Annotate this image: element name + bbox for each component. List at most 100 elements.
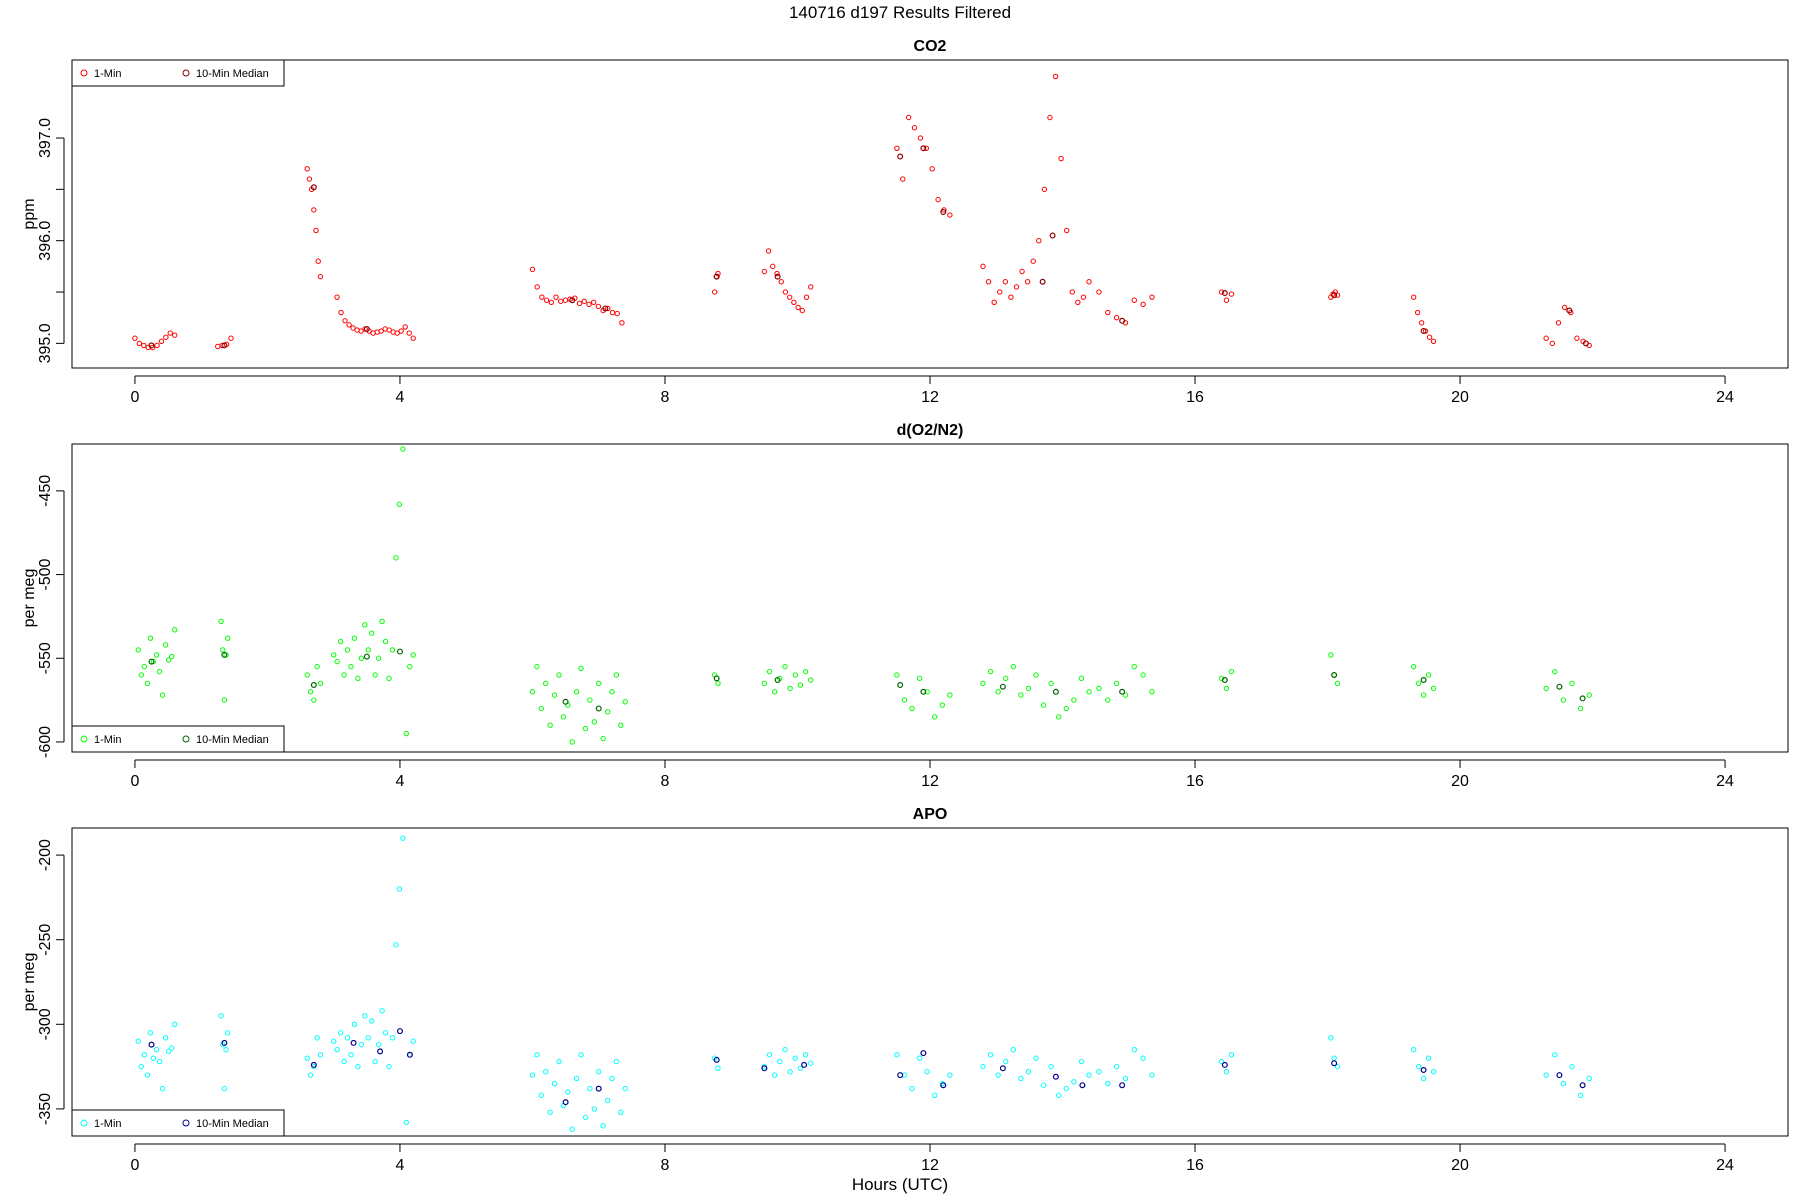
data-point-1min	[407, 663, 413, 670]
legend-swatch-median	[182, 735, 190, 743]
data-point-1min	[369, 630, 375, 636]
data-point-1min	[400, 446, 406, 452]
data-point-1min	[1569, 680, 1575, 687]
x-tick-label: 20	[1451, 773, 1469, 790]
plot-frame	[71, 827, 1789, 1137]
data-point-1min	[618, 1109, 624, 1116]
data-point-median	[1119, 317, 1126, 324]
data-point-1min	[947, 212, 953, 218]
data-point-median	[1579, 695, 1586, 702]
data-point-1min	[141, 663, 148, 670]
data-point-1min	[1425, 672, 1432, 678]
data-point-median	[310, 184, 317, 191]
data-point-1min	[337, 1030, 344, 1036]
data-point-1min	[224, 635, 231, 641]
data-point-median	[221, 342, 228, 349]
data-point-1min	[138, 672, 144, 678]
data-point-median	[897, 153, 904, 160]
data-point-1min	[980, 1063, 986, 1070]
data-point-1min	[939, 702, 946, 708]
legend-label-1min: 1-Min	[94, 1118, 122, 1130]
data-point-1min	[909, 705, 915, 712]
data-point-1min	[334, 1046, 340, 1053]
data-point-median	[1566, 307, 1573, 314]
data-point-1min	[348, 663, 354, 670]
data-point-1min	[766, 1052, 773, 1058]
data-point-1min	[337, 638, 344, 645]
data-point-1min	[894, 1052, 900, 1058]
data-point-1min	[586, 301, 592, 308]
data-point-1min	[1040, 1082, 1047, 1088]
data-point-1min	[771, 689, 778, 695]
data-point-median	[396, 648, 403, 655]
data-point-1min	[1010, 663, 1016, 670]
data-point-1min	[410, 335, 416, 341]
data-point-1min	[307, 1072, 314, 1078]
data-point-1min	[153, 1046, 160, 1053]
data-point-1min	[991, 299, 997, 305]
data-point-1min	[1040, 702, 1047, 708]
data-point-1min	[1418, 320, 1425, 326]
data-point-1min	[304, 672, 310, 678]
data-point-1min	[935, 196, 941, 203]
data-point-1min	[995, 1072, 1001, 1078]
data-point-1min	[1577, 705, 1584, 712]
data-layer	[135, 446, 1592, 745]
data-point-median	[1420, 328, 1427, 335]
data-point-1min	[1223, 685, 1230, 692]
data-point-median	[1221, 1061, 1228, 1068]
data-point-1min	[1223, 297, 1230, 303]
data-point-1min	[539, 294, 545, 300]
panel-title: d(O2/N2)	[897, 422, 964, 439]
data-point-1min	[365, 1035, 371, 1041]
data-point-1min	[797, 1065, 804, 1072]
data-point-median	[310, 682, 317, 689]
data-point-1min	[529, 689, 536, 695]
data-point-1min	[1328, 652, 1334, 658]
data-point-1min	[341, 1058, 347, 1065]
data-point-1min	[406, 330, 412, 336]
data-point-1min	[596, 1068, 602, 1075]
data-point-1min	[778, 279, 784, 285]
data-point-1min	[355, 675, 361, 682]
data-point-1min	[156, 668, 163, 675]
data-point-1min	[375, 1041, 382, 1048]
data-point-1min	[132, 335, 138, 341]
data-point-1min	[1410, 663, 1417, 670]
data-point-1min	[1426, 334, 1433, 340]
data-point-1min	[410, 1038, 416, 1044]
data-point-1min	[600, 1123, 606, 1129]
data-point-1min	[358, 1041, 365, 1048]
data-point-1min	[1071, 1079, 1077, 1085]
data-point-1min	[1549, 340, 1556, 347]
data-point-median	[350, 1039, 357, 1046]
data-point-1min	[386, 1063, 392, 1070]
data-point-median	[1420, 677, 1427, 684]
data-point-1min	[947, 1072, 953, 1078]
data-point-1min	[534, 663, 540, 670]
data-point-1min	[1430, 685, 1437, 692]
data-point-1min	[1331, 1055, 1337, 1061]
data-point-1min	[923, 145, 930, 151]
data-point-1min	[1105, 309, 1111, 316]
data-point-1min	[168, 653, 175, 660]
data-point-1min	[1025, 685, 1032, 692]
data-point-1min	[1113, 680, 1120, 687]
data-point-1min	[358, 328, 364, 334]
legend-box	[71, 725, 285, 753]
data-point-median	[999, 1065, 1006, 1072]
data-point-1min	[136, 340, 143, 347]
x-tick-label: 4	[396, 389, 405, 406]
data-point-1min	[396, 886, 403, 892]
data-point-1min	[382, 638, 389, 645]
data-point-1min	[1025, 1068, 1032, 1075]
data-point-1min	[1063, 1085, 1069, 1092]
data-point-1min	[163, 334, 169, 340]
y-tick-label: -450	[37, 475, 54, 507]
data-point-1min	[1228, 291, 1235, 297]
data-point-median	[774, 677, 781, 684]
data-point-1min	[1228, 1052, 1235, 1058]
data-point-1min	[1560, 697, 1567, 703]
data-point-1min	[1415, 1063, 1422, 1070]
